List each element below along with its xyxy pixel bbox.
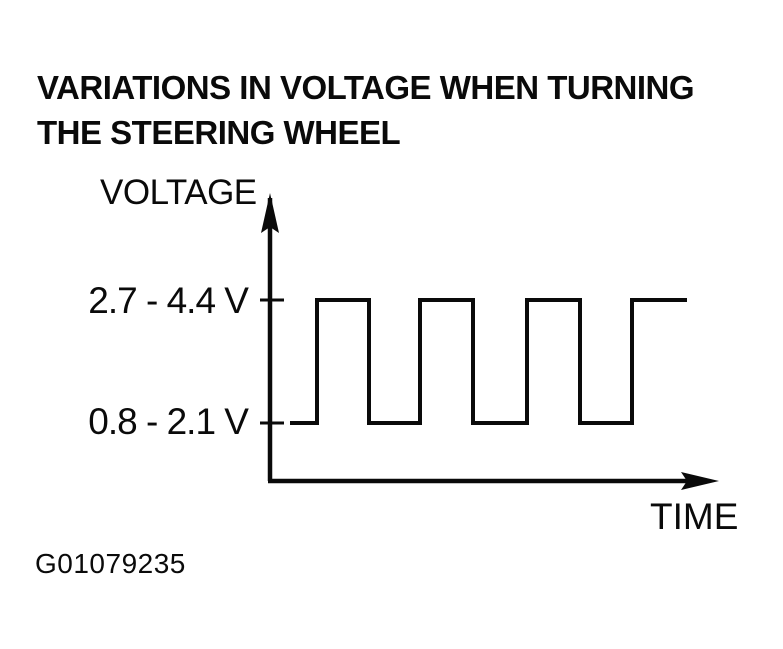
figure-title: VARIATIONS IN VOLTAGE WHEN TURNING THE S… (37, 65, 695, 155)
figure-title-line2: THE STEERING WHEEL (37, 114, 401, 151)
low-level-label: 0.8 - 2.1 V (88, 401, 249, 442)
y-axis-label: VOLTAGE (100, 173, 257, 212)
figure-title-line1: VARIATIONS IN VOLTAGE WHEN TURNING (37, 69, 695, 106)
figure-id: G01079235 (35, 548, 186, 579)
square-wave-path (290, 298, 687, 425)
high-level-label: 2.7 - 4.4 V (88, 280, 249, 321)
x-axis-arrowhead (681, 472, 719, 490)
x-axis-label: TIME (650, 496, 739, 537)
y-axis-arrowhead (261, 193, 279, 233)
